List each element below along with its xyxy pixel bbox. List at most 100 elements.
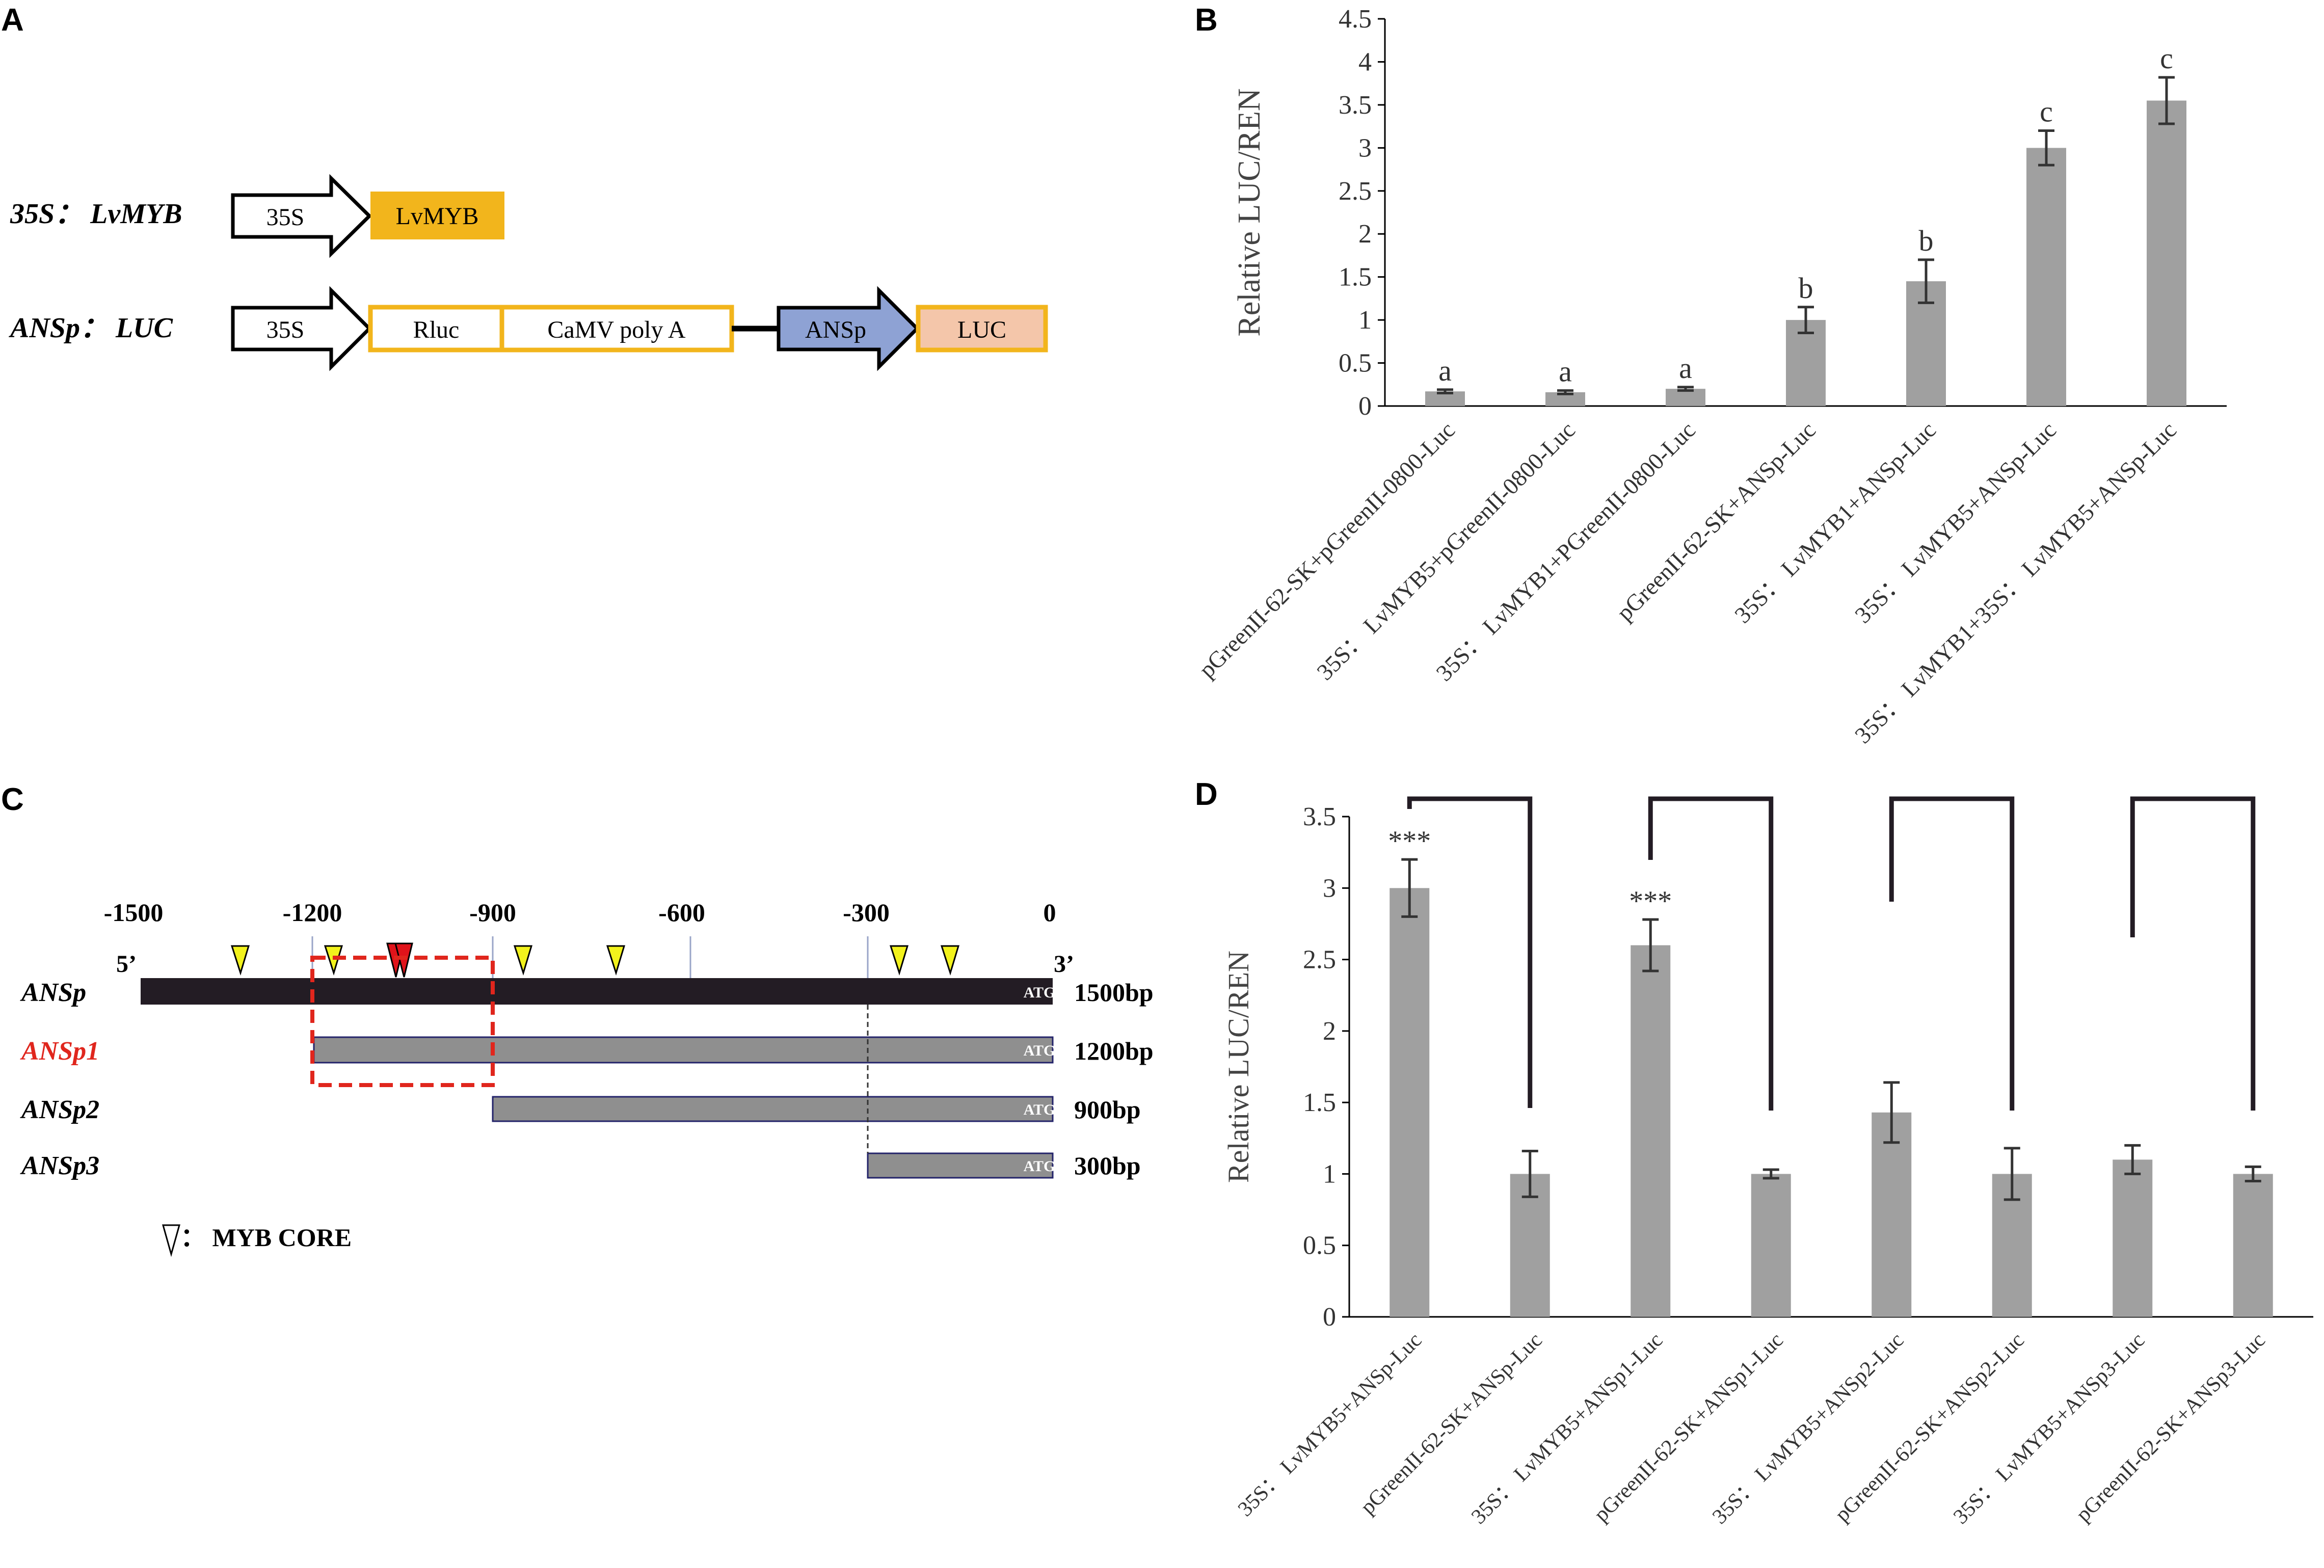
bar	[1631, 945, 1671, 1317]
significance-label: ***	[1629, 885, 1672, 917]
size-label-ansp3: 300bp	[1074, 1151, 1141, 1180]
significance-label: a	[1438, 354, 1452, 387]
ansp-bar	[141, 978, 1053, 1005]
y-tick-label: 1.5	[1339, 263, 1372, 292]
myb-core-triangle-8	[940, 945, 960, 976]
row-label-ansp2: ANSp2	[20, 1095, 99, 1124]
ansp1-bar	[313, 1036, 1054, 1064]
category-label: pGreenII-62-SK+ANSp-Luc	[1612, 417, 1821, 626]
myb-core-triangle-1	[230, 945, 250, 976]
tick-label-300: -300	[843, 898, 890, 927]
bar	[2233, 1174, 2273, 1317]
panel-a: A 35S： LvMYB 35S LvMYB ANSp： LUC 35S Rlu…	[1, 3, 1048, 371]
highlight-dashed-box	[310, 956, 495, 1087]
three-prime-label: 3’	[1054, 951, 1074, 978]
ansp3-bar	[867, 1152, 1054, 1179]
size-label-ansp: 1500bp	[1074, 978, 1154, 1007]
panel-d: D 0 0.5 1 1.5 2 2.5 3 3.5 Relative LUC/REN *** 35S…	[1195, 777, 2313, 1529]
tick-label-1200: -1200	[283, 898, 342, 927]
y-tick-label: 0.5	[1303, 1231, 1336, 1260]
panel-a-label: A	[1, 3, 24, 38]
chart-b: 0 0.5 1 1.5 2 2.5 3 3.5 4 4.5 Relative LUC/REN a pGr…	[1194, 5, 2227, 748]
panel-d-label: D	[1195, 777, 1218, 812]
construct2-box1-label: Rluc	[413, 316, 460, 343]
construct1-promoter-arrow	[231, 174, 372, 258]
comparison-bracket	[1889, 796, 2015, 1111]
comparison-bracket	[2130, 796, 2256, 1111]
bar	[2147, 100, 2186, 406]
significance-label: b	[1799, 272, 1813, 305]
bar	[1390, 888, 1430, 1317]
bar	[1786, 320, 1826, 406]
panel-b-label: B	[1195, 3, 1218, 38]
legend-label: ： MYB CORE	[180, 1223, 352, 1252]
construct2-ansp-arrow	[777, 286, 920, 371]
myb-core-triangle-4	[394, 942, 413, 978]
y-tick-label: 0	[1323, 1303, 1336, 1332]
category-label: pGreenII-62-SK+ANSp2-Luc	[1831, 1329, 2029, 1527]
significance-label: ***	[1388, 825, 1431, 857]
category-label: pGreenII-62-SK+pGreenII-0800-Luc	[1194, 417, 1460, 683]
five-prime-label: 5’	[116, 951, 137, 978]
tick-label-900: -900	[469, 898, 516, 927]
panel-c: C -1500 -1200 -900 -600 -300 0 5’ 3’ ATG…	[1, 782, 1154, 1257]
construct2-promoter-label: 35S	[266, 316, 305, 343]
category-label: pGreenII-62-SK+ANSp3-Luc	[2072, 1329, 2270, 1527]
significance-label: a	[1679, 352, 1692, 385]
ansp3-atg: ATG	[1024, 1158, 1056, 1175]
tick-label-1500: -1500	[104, 898, 164, 927]
construct2-name: ANSp： LUC	[9, 312, 173, 344]
significance-label: c	[2040, 95, 2053, 128]
construct2-luc-box	[916, 305, 1048, 353]
comparison-bracket	[1648, 796, 1774, 1111]
tick-label-0: 0	[1044, 898, 1056, 927]
y-axis-label: Relative LUC/REN	[1232, 88, 1267, 336]
category-label: 35S： LvMYB5+ANSp3-Luc	[1949, 1329, 2149, 1529]
size-label-ansp2: 900bp	[1074, 1095, 1141, 1124]
y-tick-label: 1.5	[1303, 1088, 1336, 1117]
construct2-ansp-label: ANSp	[805, 316, 866, 343]
category-label: 35S： LvMYB5+pGreenII-0800-Luc	[1312, 417, 1580, 685]
bar	[2026, 148, 2066, 406]
legend-triangle-icon	[162, 1224, 180, 1257]
size-label-ansp1: 1200bp	[1074, 1037, 1154, 1065]
y-tick-label: 1	[1323, 1159, 1336, 1188]
chart-d: 0 0.5 1 1.5 2 2.5 3 3.5 Relative LUC/REN *** 35S： …	[1222, 796, 2313, 1529]
myb-core-triangle-7	[889, 945, 909, 976]
category-label: 35S： LvMYB1+ANSp-Luc	[1729, 417, 1941, 628]
significance-label: b	[1919, 224, 1934, 257]
category-label: 35S： LvMYB5+ANSp-Luc	[1850, 417, 2061, 628]
panel-c-label: C	[1, 782, 24, 817]
y-tick-label: 1	[1358, 306, 1372, 335]
construct1-gene-box	[370, 192, 504, 239]
tick-label-600: -600	[658, 898, 705, 927]
y-axis-label: Relative LUC/REN	[1222, 951, 1255, 1183]
construct2-rluc-box	[368, 305, 734, 353]
ansp2-atg: ATG	[1024, 1101, 1056, 1118]
significance-label: c	[2160, 42, 2173, 75]
y-tick-label: 4	[1358, 47, 1372, 76]
category-label: 35S： LvMYB5+ANSp1-Luc	[1467, 1329, 1667, 1529]
y-tick-label: 2	[1358, 220, 1372, 249]
y-tick-label: 2.5	[1339, 177, 1372, 206]
y-tick-label: 0	[1358, 392, 1372, 421]
row-label-ansp1: ANSp1	[20, 1037, 99, 1066]
construct2-luc-label: LUC	[957, 316, 1006, 343]
construct1-gene-label: LvMYB	[396, 203, 479, 230]
category-label: 35S： LvMYB1+PGreenII-0800-Luc	[1431, 417, 1700, 686]
myb-core-triangle-5	[513, 945, 533, 976]
bar	[2113, 1159, 2153, 1317]
ansp-atg: ATG	[1024, 984, 1056, 1001]
bar	[1751, 1174, 1791, 1317]
construct2-promoter-arrow	[231, 286, 372, 371]
row-label-ansp: ANSp	[20, 978, 86, 1007]
y-tick-label: 3	[1323, 874, 1336, 903]
ansp1-atg: ATG	[1024, 1042, 1056, 1059]
y-tick-label: 3.5	[1339, 91, 1372, 120]
category-label: pGreenII-62-SK+ANSp1-Luc	[1590, 1329, 1788, 1527]
y-tick-label: 3	[1358, 133, 1372, 163]
y-tick-label: 2	[1323, 1017, 1336, 1046]
ansp2-bar	[492, 1096, 1054, 1122]
